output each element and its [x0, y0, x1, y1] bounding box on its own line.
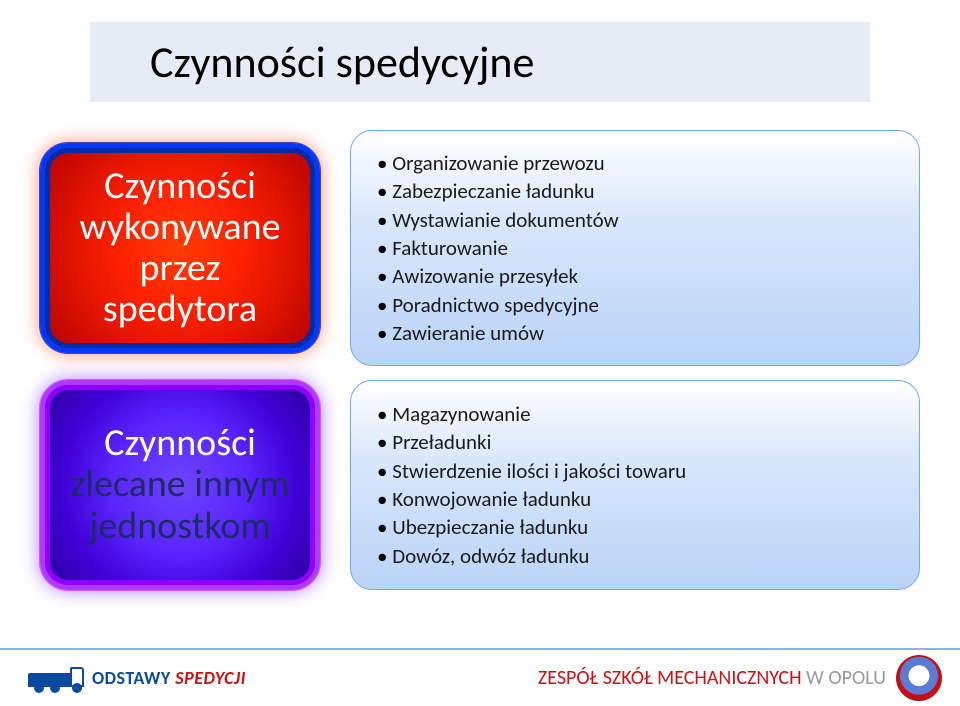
- list-item: Konwojowanie ładunku: [377, 485, 686, 513]
- row-spedytor: Czynności wykonywane przez spedytora Org…: [40, 130, 920, 366]
- footer: ODSTAWY SPEDYCJI ZESPÓŁ SZKÓŁ MECHANICZN…: [0, 648, 960, 706]
- list-item: Ubezpieczanie ładunku: [377, 513, 686, 541]
- title-bar: Czynności spedycyjne: [90, 22, 870, 102]
- list-item: Fakturowanie: [377, 234, 619, 262]
- list-item: Stwierdzenie ilości i jakości towaru: [377, 457, 686, 485]
- list-zlecane: Magazynowanie Przeładunki Stwierdzenie i…: [377, 400, 686, 570]
- badge1-line4: spedytora: [103, 289, 257, 330]
- badge-spedytor: Czynności wykonywane przez spedytora: [40, 143, 320, 353]
- row-zlecane: Czynności zlecane innym jednostkom Magaz…: [40, 380, 920, 590]
- panel-spedytor: Organizowanie przewozu Zabezpieczanie ła…: [350, 130, 920, 366]
- list-item: Zabezpieczanie ładunku: [377, 177, 619, 205]
- panel-zlecane: Magazynowanie Przeładunki Stwierdzenie i…: [350, 380, 920, 590]
- list-item: Poradnictwo spedycyjne: [377, 291, 619, 319]
- badge-wrap-1: Czynności wykonywane przez spedytora: [40, 130, 330, 366]
- list-item: Przeładunki: [377, 428, 686, 456]
- list-item: Magazynowanie: [377, 400, 686, 428]
- list-spedytor: Organizowanie przewozu Zabezpieczanie ła…: [377, 149, 619, 347]
- footer-school: ZESPÓŁ SZKÓŁ MECHANICZNYCH W OPOLU: [538, 666, 886, 690]
- logo-text: ODSTAWY SPEDYCJI: [92, 667, 246, 689]
- list-item: Zawieranie umów: [377, 319, 619, 347]
- badge1-line2: wykonywane: [79, 207, 280, 248]
- page-title: Czynności spedycyjne: [150, 35, 534, 89]
- badge2-line1: Czynności: [104, 423, 256, 464]
- badge1-line1: Czynności: [104, 166, 256, 207]
- badge-wrap-2: Czynności zlecane innym jednostkom: [40, 380, 330, 590]
- list-item: Wystawianie dokumentów: [377, 206, 619, 234]
- badge2-line2: zlecane innym: [70, 464, 290, 505]
- list-item: Dowóz, odwóz ładunku: [377, 542, 686, 570]
- crest-icon: [896, 655, 942, 701]
- footer-right: ZESPÓŁ SZKÓŁ MECHANICZNYCH W OPOLU: [538, 655, 942, 701]
- logo-word2: SPEDYCJI: [171, 667, 246, 689]
- badge2-line3: jednostkom: [89, 506, 271, 547]
- badge-zlecane: Czynności zlecane innym jednostkom: [40, 380, 320, 590]
- footer-logo: ODSTAWY SPEDYCJI: [28, 663, 246, 693]
- list-item: Awizowanie przesyłek: [377, 262, 619, 290]
- list-item: Organizowanie przewozu: [377, 149, 619, 177]
- truck-icon: [28, 663, 84, 693]
- footer-school-grey: W OPOLU: [802, 666, 886, 690]
- badge1-line3: przez: [140, 248, 221, 289]
- footer-school-red: ZESPÓŁ SZKÓŁ MECHANICZNYCH: [538, 666, 802, 690]
- logo-word1: ODSTAWY: [92, 667, 171, 689]
